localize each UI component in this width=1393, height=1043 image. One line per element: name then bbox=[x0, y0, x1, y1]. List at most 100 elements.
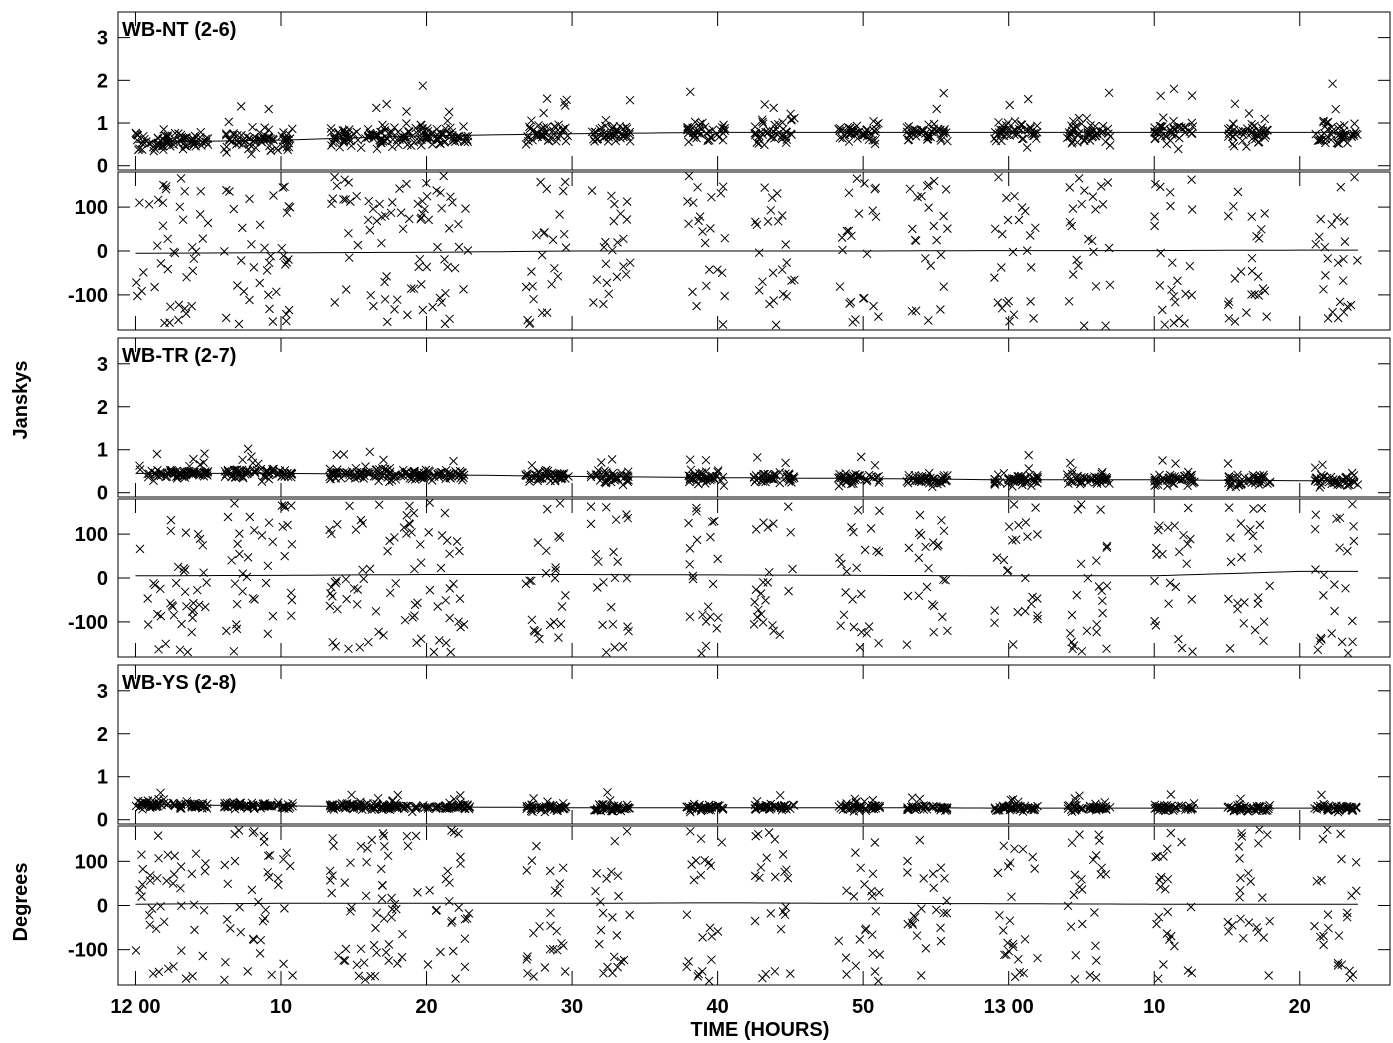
amplitude-point bbox=[1313, 801, 1322, 811]
phase-point bbox=[234, 319, 244, 329]
amplitude-point bbox=[159, 125, 169, 134]
phase-point bbox=[404, 214, 414, 224]
amplitude-point bbox=[694, 126, 703, 136]
phase-point bbox=[383, 546, 392, 556]
amplitude-point bbox=[1229, 141, 1239, 151]
phase-point bbox=[265, 304, 274, 314]
phase-point bbox=[332, 520, 342, 529]
phase-point bbox=[1328, 307, 1337, 317]
amplitude-point bbox=[869, 804, 879, 814]
phase-point bbox=[591, 886, 600, 896]
phase-point bbox=[1101, 321, 1110, 331]
phase-point bbox=[852, 174, 862, 183]
phase-point bbox=[592, 583, 602, 592]
amplitude-point bbox=[719, 120, 728, 130]
phase-point bbox=[1225, 644, 1235, 653]
amplitude-point bbox=[1314, 136, 1324, 145]
phase-point bbox=[561, 243, 571, 252]
phase-point bbox=[858, 294, 868, 303]
phase-point bbox=[1171, 582, 1181, 592]
phase-point bbox=[613, 962, 622, 972]
phase-frame bbox=[117, 498, 1391, 658]
amplitude-point bbox=[242, 132, 251, 141]
amplitude-point bbox=[539, 123, 549, 132]
amplitude-point bbox=[990, 804, 1000, 814]
phase-point bbox=[363, 215, 373, 225]
phase-point bbox=[694, 969, 704, 979]
amplitude-point bbox=[166, 467, 176, 477]
phase-point bbox=[162, 876, 171, 886]
amplitude-point bbox=[1017, 120, 1027, 129]
phase-point bbox=[1322, 825, 1332, 835]
amplitude-point bbox=[611, 136, 621, 146]
amplitude-point bbox=[1101, 137, 1110, 147]
amplitude-point bbox=[1025, 470, 1034, 480]
amplitude-point bbox=[1339, 132, 1348, 142]
amplitude-point bbox=[933, 124, 943, 134]
amplitude-point bbox=[263, 467, 273, 476]
phase-point bbox=[390, 305, 399, 314]
amplitude-point bbox=[1190, 477, 1199, 487]
phase-point bbox=[161, 639, 171, 649]
amplitude-point bbox=[190, 802, 200, 812]
phase-point bbox=[381, 948, 391, 957]
phase-point bbox=[286, 501, 296, 510]
phase-point bbox=[330, 298, 340, 307]
amplitude-point bbox=[268, 464, 277, 474]
phase-point bbox=[1254, 234, 1264, 243]
phase-point bbox=[903, 856, 912, 866]
phase-point bbox=[279, 959, 288, 969]
phase-point bbox=[1155, 521, 1164, 531]
amplitude-point bbox=[714, 132, 724, 142]
phase-point bbox=[285, 203, 295, 212]
phase-point bbox=[1259, 636, 1268, 646]
amplitude-point bbox=[1032, 121, 1042, 131]
amplitude-point bbox=[135, 461, 144, 471]
phase-point bbox=[150, 282, 159, 292]
phase-point bbox=[555, 210, 564, 219]
phase-point bbox=[1020, 934, 1030, 944]
phase-point bbox=[325, 876, 335, 885]
phase-point bbox=[934, 540, 943, 550]
amplitude-point bbox=[225, 799, 235, 808]
phase-point bbox=[1000, 950, 1009, 960]
phase-point bbox=[688, 198, 698, 208]
phase-point bbox=[763, 578, 773, 587]
amplitude-point bbox=[775, 790, 785, 800]
phase-point bbox=[1229, 201, 1238, 211]
amplitude-point bbox=[528, 807, 537, 817]
phase-point bbox=[145, 876, 155, 886]
phase-point bbox=[909, 911, 919, 921]
amplitude-point bbox=[1235, 803, 1245, 812]
amplitude-point bbox=[769, 103, 779, 113]
amplitude-point bbox=[713, 130, 722, 139]
amplitude-tick-label: 1 bbox=[97, 767, 108, 789]
phase-point bbox=[436, 563, 446, 573]
amplitude-point bbox=[272, 800, 282, 810]
amplitude-point bbox=[459, 122, 468, 131]
amplitude-point bbox=[189, 454, 198, 464]
phase-point bbox=[758, 277, 767, 287]
x-axis: 12 00 10 20 30 40 50 13 00 10 20 bbox=[110, 996, 1310, 1018]
phase-point bbox=[413, 598, 422, 608]
amplitude-point bbox=[623, 467, 633, 477]
phase-point bbox=[834, 936, 844, 946]
phase-point bbox=[692, 503, 701, 513]
amplitude-point bbox=[1065, 458, 1075, 468]
amplitude-tick-label: 0 bbox=[97, 483, 108, 505]
phase-point bbox=[265, 850, 275, 860]
amplitude-point bbox=[1254, 805, 1263, 814]
amplitude-point bbox=[1008, 795, 1018, 804]
phase-point bbox=[188, 971, 197, 981]
phase-point bbox=[154, 644, 163, 654]
amplitude-tick-label: 3 bbox=[97, 354, 108, 376]
phase-point bbox=[199, 905, 209, 915]
phase-point bbox=[609, 216, 619, 226]
phase-point bbox=[1151, 852, 1160, 862]
phase-point bbox=[851, 848, 860, 857]
phase-point bbox=[527, 267, 536, 276]
amplitude-point bbox=[233, 130, 242, 140]
amplitude-point bbox=[250, 132, 259, 142]
phase-point bbox=[176, 883, 185, 893]
amplitude-point bbox=[349, 803, 359, 812]
